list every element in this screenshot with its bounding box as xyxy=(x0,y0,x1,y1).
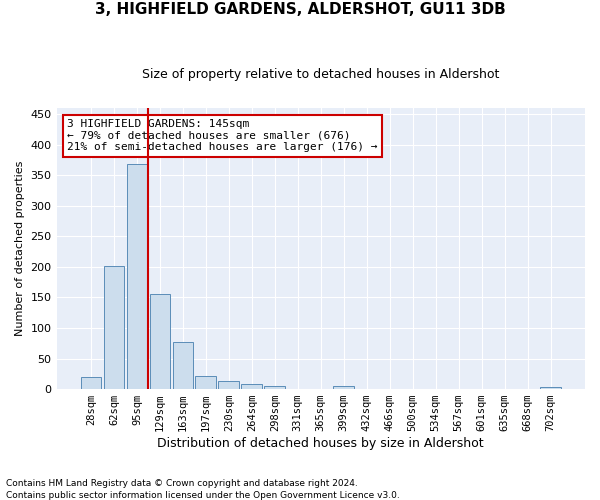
Text: Contains HM Land Registry data © Crown copyright and database right 2024.
Contai: Contains HM Land Registry data © Crown c… xyxy=(6,478,400,500)
Bar xyxy=(80,378,101,389)
Title: Size of property relative to detached houses in Aldershot: Size of property relative to detached ho… xyxy=(142,68,499,80)
Bar xyxy=(265,386,285,389)
Text: 3, HIGHFIELD GARDENS, ALDERSHOT, GU11 3DB: 3, HIGHFIELD GARDENS, ALDERSHOT, GU11 3D… xyxy=(95,2,505,18)
Bar xyxy=(196,376,216,389)
Bar xyxy=(218,380,239,389)
Bar xyxy=(241,384,262,389)
Bar xyxy=(540,388,561,389)
Bar xyxy=(149,294,170,389)
Text: 3 HIGHFIELD GARDENS: 145sqm
← 79% of detached houses are smaller (676)
21% of se: 3 HIGHFIELD GARDENS: 145sqm ← 79% of det… xyxy=(67,120,377,152)
Bar xyxy=(127,164,147,389)
X-axis label: Distribution of detached houses by size in Aldershot: Distribution of detached houses by size … xyxy=(157,437,484,450)
Bar xyxy=(334,386,354,389)
Bar xyxy=(104,266,124,389)
Bar xyxy=(173,342,193,389)
Y-axis label: Number of detached properties: Number of detached properties xyxy=(15,161,25,336)
